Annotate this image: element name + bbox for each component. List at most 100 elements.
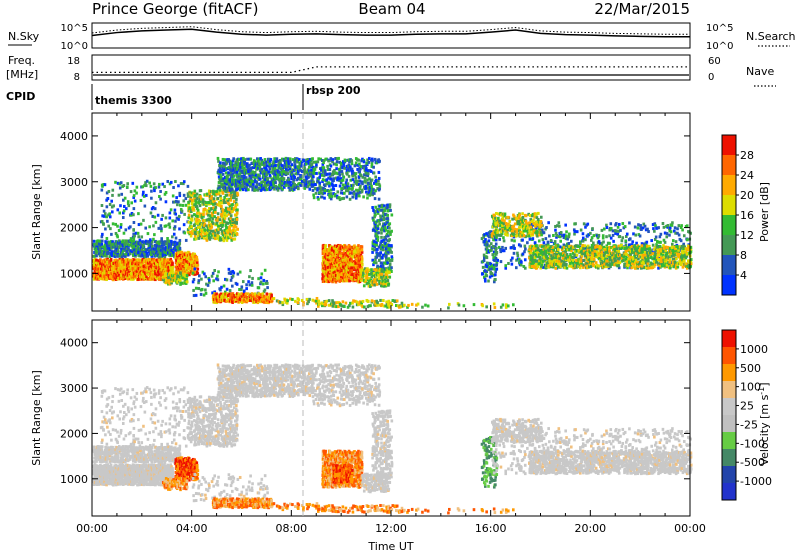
power-data-cell	[349, 198, 352, 201]
power-data-cell	[458, 304, 461, 307]
power-data-cell	[197, 264, 200, 267]
power-data-cell	[212, 222, 215, 225]
power-data-cell	[172, 194, 175, 197]
noise-right-tick-top: 10^5	[706, 23, 733, 34]
power-data-cell	[270, 294, 273, 297]
power-data-cell	[183, 180, 186, 183]
power-data-cell	[133, 207, 136, 210]
power-data-cell	[355, 172, 358, 175]
power-data-cell	[160, 227, 163, 230]
power-data-cell	[261, 272, 264, 275]
power-data-cell	[382, 248, 385, 251]
power-data-cell	[378, 198, 381, 201]
power-data-cell	[219, 218, 222, 221]
power-data-cell	[347, 182, 350, 185]
power-data-cell	[236, 233, 239, 236]
power-data-cell	[357, 159, 360, 162]
power-data-cell	[150, 190, 153, 193]
power-data-cell	[312, 175, 315, 178]
power-data-cell	[235, 198, 238, 201]
power-data-cell	[274, 164, 277, 167]
power-data-cell	[342, 176, 345, 179]
power-data-cell	[251, 277, 254, 280]
power-data-cell	[363, 284, 366, 287]
noise-right-label: N.Search	[746, 30, 796, 43]
power-data-cell	[379, 299, 382, 302]
power-data-cell	[264, 158, 267, 161]
power-data-cell	[342, 179, 345, 182]
power-data-cell	[119, 204, 122, 207]
power-data-cell	[361, 248, 364, 251]
power-data-cell	[144, 227, 147, 230]
power-data-cell	[349, 302, 352, 305]
power-data-cell	[373, 192, 376, 195]
power-data-cell	[239, 271, 242, 274]
power-data-cell	[196, 205, 199, 208]
power-data-cell	[257, 277, 260, 280]
power-data-cell	[204, 288, 207, 291]
power-data-cell	[136, 186, 139, 189]
power-data-cell	[343, 305, 346, 308]
power-data-cell	[183, 213, 186, 216]
power-data-cell	[370, 185, 373, 188]
power-data-cell	[351, 175, 354, 178]
power-data-cell	[373, 172, 376, 175]
power-data-cell	[199, 204, 202, 207]
power-data-cell	[297, 301, 300, 304]
power-data-cell	[159, 198, 162, 201]
power-data-cell	[187, 185, 190, 188]
power-data-cell	[236, 218, 239, 221]
power-data-cell	[229, 289, 232, 292]
power-data-cell	[179, 279, 182, 282]
power-data-cell	[172, 186, 175, 189]
power-data-cell	[330, 195, 333, 198]
power-data-cell	[258, 174, 261, 177]
power-data-cell	[111, 210, 114, 213]
power-data-cell	[354, 176, 357, 179]
power-data-cell	[351, 187, 354, 190]
power-data-cell	[268, 167, 271, 170]
power-data-cell	[264, 288, 267, 291]
power-data-cell	[154, 186, 157, 189]
power-data-cell	[169, 226, 172, 229]
power-data-cell	[171, 219, 174, 222]
power-data-cell	[111, 194, 114, 197]
power-data-cell	[145, 194, 148, 197]
frequency-left-unit: [MHz]	[6, 68, 38, 81]
power-data-cell	[374, 213, 377, 216]
power-data-cell	[371, 206, 374, 209]
power-data-cell	[231, 203, 234, 206]
power-data-cell	[388, 238, 391, 241]
frequency-panel: Freq. [MHz] 18 8 60 0 Nave	[6, 54, 776, 86]
power-data-cell	[204, 275, 207, 278]
power-data-cell	[390, 251, 393, 254]
power-data-cell	[217, 231, 220, 234]
power-data-cell	[100, 243, 103, 246]
power-data-cell	[481, 304, 484, 307]
power-data-cell	[391, 255, 394, 258]
power-data-cell	[251, 281, 254, 284]
power-data-cell	[266, 286, 269, 289]
power-data-cell	[171, 235, 174, 238]
power-data-cell	[169, 211, 172, 214]
power-data-cell	[185, 197, 188, 200]
power-data-cell	[375, 261, 378, 264]
power-data-cell	[448, 303, 451, 306]
power-data-cell	[330, 165, 333, 168]
power-data-cell	[364, 177, 367, 180]
power-data-cell	[344, 159, 347, 162]
power-data-cell	[170, 181, 173, 184]
power-data-cell	[217, 197, 220, 200]
power-data-cell	[266, 177, 269, 180]
power-data-cell	[235, 222, 238, 225]
power-data-cell	[137, 235, 140, 238]
power-data-cell	[151, 245, 154, 248]
power-data-cell	[371, 162, 374, 165]
power-data-cell	[350, 259, 353, 262]
power-data-cell	[333, 177, 336, 180]
power-data-cell	[243, 290, 246, 293]
power-data-cell	[118, 194, 121, 197]
power-data-cell	[385, 258, 388, 261]
power-data-cell	[391, 213, 394, 216]
power-data-cell	[389, 209, 392, 212]
